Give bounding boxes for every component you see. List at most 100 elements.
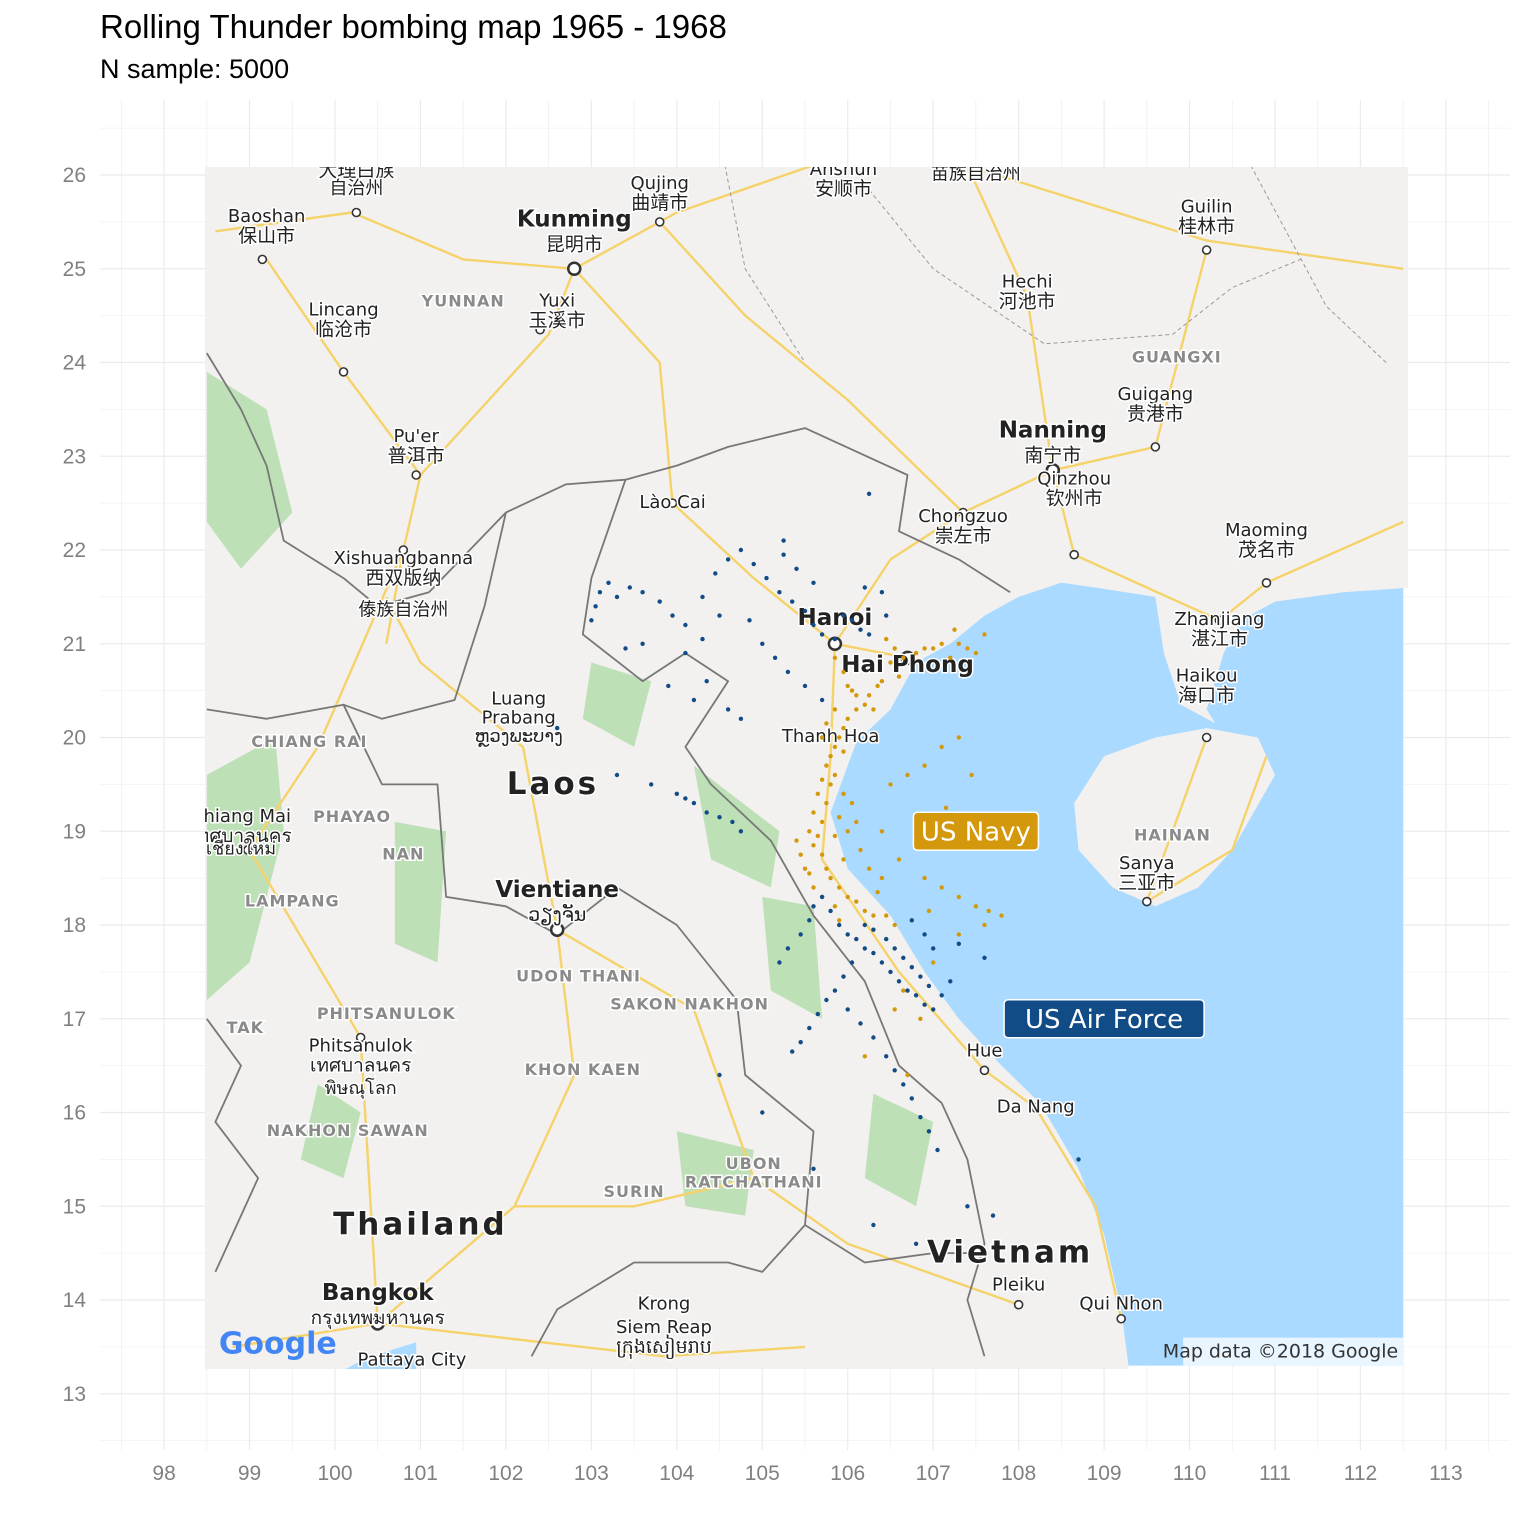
bomb-point [704,679,709,684]
bomb-point [901,655,906,660]
bomb-point [866,632,872,637]
city-label-local: 钦州市 [1046,487,1103,509]
region-label: UDON THANI [516,966,641,985]
city-label-local: 保山市 [238,225,295,247]
axes: 98 99 100 101 102 103 104 105 106 107 108 109 110 111… [63,164,1463,1485]
bomb-point [811,1166,816,1172]
bomb-point [918,974,923,979]
bomb-point [926,1129,932,1134]
city-label-local: กรุงเทพมหานคร [311,1307,445,1330]
city-label: Prabang [482,707,556,728]
bomb-point [943,805,949,810]
bomb-point [738,547,744,553]
region-label: KHON KAEN [525,1060,641,1079]
bomb-point [832,707,838,712]
bomb-point [922,763,927,768]
region-label: GUANGXI [1132,348,1222,367]
bomb-point [901,988,906,993]
forest-area [394,821,447,963]
bomb-point [913,650,919,656]
bomb-point [683,796,688,801]
bomb-point [939,744,944,750]
bomb-point [837,885,842,890]
bomb-point [849,960,855,965]
city-label: Krong [638,1293,691,1314]
bomb-point [982,632,987,637]
city-label: Pattaya City [357,1350,466,1371]
road [573,267,908,659]
bomb-point [828,782,833,787]
bomb-point [884,936,889,942]
city-marker [979,1065,990,1076]
bomb-point [918,1016,923,1021]
bomb-point [640,590,645,595]
city-label-local: 玉溪市 [529,309,586,331]
city-label-local: 西双版纳 [365,567,441,589]
city-label: Guigang [1118,384,1194,405]
x-tick-label: 102 [488,1462,523,1485]
city-label-local: 河池市 [999,291,1056,313]
x-tick-label: 98 [152,1462,175,1485]
x-tick-label: 100 [317,1462,352,1485]
x-tick-label: 108 [1001,1462,1036,1485]
bomb-point [875,683,880,689]
city-label: 苗族自治州 [931,164,1021,185]
bomb-point [862,585,867,590]
bomb-point [969,772,974,778]
bomb-point [623,646,628,651]
city-label-local: 茂名市 [1238,539,1295,561]
region-label: TAK [227,1018,264,1037]
bomb-point [811,580,816,585]
basemap [205,167,1408,1369]
series-label-box [1003,999,1205,1039]
bomb-point [802,683,808,689]
bomb-point [725,557,731,562]
series-us-air-force [555,491,1081,1247]
bomb-point [807,1025,812,1031]
y-tick-label: 16 [63,1102,86,1125]
bomb-point [973,904,979,909]
bomb-point [879,590,885,595]
bomb-point [837,922,842,928]
country-border [206,352,430,608]
bomb-point [956,932,961,937]
country-border [581,479,986,1357]
bomb-point [858,847,863,853]
y-tick-label: 13 [63,1383,86,1406]
bomb-point [845,1007,850,1012]
y-tick-label: 14 [63,1289,87,1312]
country-border [804,1224,976,1264]
bomb-point [828,908,833,914]
bomb-point [764,575,769,581]
bomb-point [713,571,718,576]
bomb-point [854,707,859,712]
bomb-point [854,899,859,904]
forest-area [676,1131,754,1216]
x-tick-label: 99 [238,1462,261,1485]
y-tick-label: 17 [63,1008,86,1031]
region-label: LAMPANG [245,891,340,910]
bomb-point [666,683,671,689]
bomb-point [879,875,885,881]
bomb-point [807,871,812,876]
bomb-point [841,725,846,731]
map-labels: YUNNAN GUANGXI HAINAN CHIANG RAI PHAYAO NAN LA… [190,164,1309,1371]
city-label: Guilin [1181,197,1233,218]
sea-gulf-thailand [345,1342,417,1369]
bomb-point [982,955,987,960]
bomb-point [824,721,829,726]
city-label-local: เทศบาลนคร [190,825,291,847]
bomb-point [854,693,859,698]
bomb-point [815,791,820,796]
bomb-point [956,735,961,740]
bomb-point [909,965,914,970]
bomb-point [871,1222,876,1228]
bomb-point [888,782,893,787]
region-label: PHAYAO [313,807,391,826]
city-label-local: 崇左市 [935,525,992,547]
bomb-point [811,885,816,890]
road [833,249,1208,645]
bomb-point [905,1072,910,1078]
y-tick-label: 24 [63,352,87,375]
